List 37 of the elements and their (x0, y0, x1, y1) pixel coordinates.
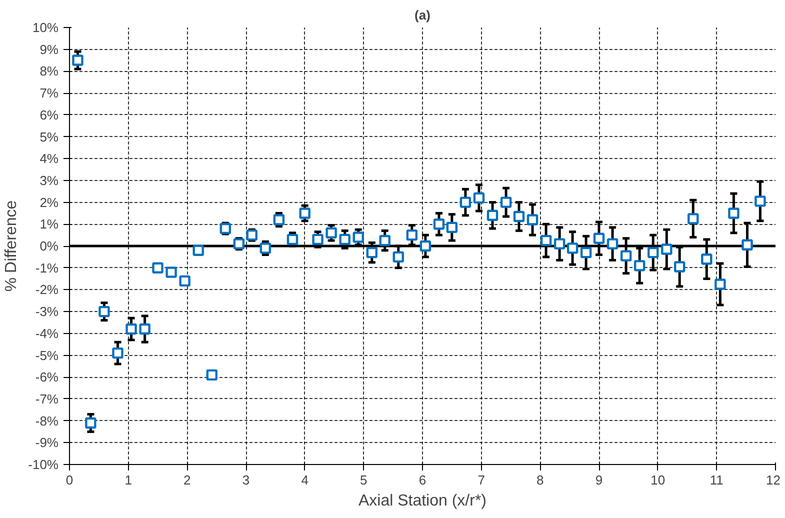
x-tick-label: 10 (650, 472, 666, 488)
x-tick-label: 2 (184, 472, 191, 488)
x-tick-label: 8 (536, 472, 544, 488)
x-tick-label: 6 (418, 472, 426, 488)
chart-title: (a) (414, 8, 430, 22)
x-tick-label: 3 (242, 472, 250, 488)
x-tick-label: 7 (478, 472, 485, 488)
y-tick-label: -4% (35, 326, 59, 341)
y-axis-title: % Difference (3, 200, 20, 292)
y-tick-label: 4% (40, 151, 59, 166)
y-tick-label: 9% (40, 42, 59, 57)
x-tick-label: 0 (66, 472, 74, 488)
y-tick-label: -9% (35, 435, 59, 450)
y-tick-label: -1% (35, 260, 59, 276)
y-tick-label: -8% (35, 413, 59, 428)
y-tick-label: -6% (35, 370, 59, 385)
x-tick-label: 1 (124, 472, 132, 488)
y-tick-label: 0% (40, 238, 59, 254)
y-tick-label: -2% (35, 282, 59, 298)
x-tick-label: 9 (595, 472, 603, 488)
y-tick-label: 2% (40, 194, 59, 210)
y-tick-label: 3% (40, 172, 59, 188)
y-tick-label: -10% (28, 457, 59, 472)
x-tick-label: 5 (360, 472, 368, 488)
x-tick-label: 12 (766, 472, 781, 488)
y-tick-label: -3% (35, 304, 59, 320)
y-tick-label: 7% (40, 86, 59, 101)
y-tick-label: 1% (40, 216, 59, 232)
x-tick-label: 4 (301, 472, 308, 488)
y-tick-label: -7% (35, 391, 59, 406)
y-tick-label: 10% (32, 20, 59, 35)
y-tick-label: -5% (35, 348, 59, 363)
x-tick-label: 11 (710, 472, 724, 488)
x-axis-title: Axial Station (x/r*) (358, 492, 487, 510)
y-tick-label: 5% (40, 129, 59, 144)
y-tick-label: 6% (40, 107, 59, 122)
y-tick-label: 8% (40, 64, 59, 79)
